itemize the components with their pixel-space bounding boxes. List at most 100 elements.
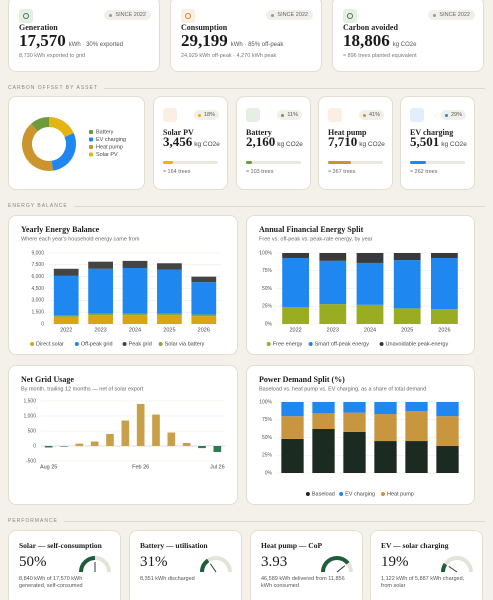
y-tick-label: 500: [28, 428, 37, 434]
legend-label: EV charging: [345, 491, 375, 497]
bar-segment: [431, 253, 458, 258]
kpi-value-row: 29,199 kWh · 85% off-peak: [181, 31, 283, 51]
bar-segment: [88, 315, 113, 324]
progress-fill: [163, 161, 173, 164]
bar: [75, 443, 84, 446]
asset-trees: ≈ 262 trees: [410, 169, 438, 175]
performance-card: Battery — utilisation 31% 8,351 kWh discha…: [129, 530, 242, 600]
legend-swatch: [89, 145, 93, 149]
asset-value: 3,456: [163, 134, 193, 149]
bar-segment: [53, 315, 79, 317]
chart-title: Power Demand Split (%): [259, 375, 345, 384]
y-tick-label: 25%: [262, 304, 273, 310]
legend-label: Free energy: [273, 341, 303, 347]
bar-segment: [281, 438, 304, 473]
asset-pct-badge: 29%: [440, 110, 466, 120]
kpi-sub: 24,929 kWh off-peak · 4,270 kWh peak: [181, 53, 277, 59]
asset-value: 7,710: [328, 134, 358, 149]
badge-dot: [444, 113, 448, 117]
kpi-card: SINCE 2022 Carbon avoided 18,806 kg CO2e ≈ 8…: [332, 0, 484, 72]
gauge-fill: [79, 556, 96, 573]
badge-dot: [271, 13, 275, 17]
y-tick-label: 1,500: [31, 309, 44, 315]
x-tick-label: 2023: [327, 327, 339, 333]
y-tick-label: 9,000: [31, 250, 44, 256]
section-title: ENERGY BALANCE: [8, 203, 68, 209]
progress-fill: [246, 161, 253, 164]
bar-segment: [157, 315, 182, 324]
performance-sub: 1,122 kWh of 5,887 kWh charged, from sol…: [381, 576, 465, 589]
badge-dot: [281, 113, 285, 117]
kpi-label: Carbon avoided: [343, 23, 398, 32]
progress-fill: [328, 161, 351, 164]
asset-icon: [410, 108, 424, 122]
progress-track: [246, 161, 301, 164]
legend-label: Heat pump: [387, 491, 414, 497]
badge: SINCE 2022: [428, 10, 475, 20]
section-header: ENERGY BALANCE: [8, 203, 485, 209]
kpi-value: 18,806: [343, 31, 390, 50]
progress-track: [328, 161, 383, 164]
chart-title: Yearly Energy Balance: [21, 225, 100, 234]
bar-segment: [282, 306, 309, 324]
y-tick-label: 0: [33, 443, 36, 449]
asset-value-row: 3,456 kg CO2e: [163, 134, 223, 149]
chart-title: Net Grid Usage: [21, 375, 74, 384]
bar: [136, 404, 145, 446]
icon-glyph: [23, 13, 29, 19]
asset-card: 29% EV charging 5,501 kg CO2e ≈ 262 trees: [400, 96, 475, 190]
legend-label: Battery: [96, 129, 114, 135]
bar-segment: [436, 446, 459, 473]
asset-card: 41% Heat pump 7,710 kg CO2e ≈ 367 trees: [318, 96, 393, 190]
bar-segment: [312, 402, 335, 414]
bar: [213, 446, 222, 452]
section-title: PERFORMANCE: [8, 518, 58, 524]
progress-fill: [410, 161, 426, 164]
asset-value-row: 7,710 kg CO2e: [328, 134, 388, 149]
gauge-fill: [441, 563, 448, 573]
chart-subtitle: Baseload vs. heat pump vs. EV charging, …: [259, 386, 426, 392]
asset-value-row: 2,160 kg CO2e: [246, 135, 306, 149]
y-tick-label: 1,000: [23, 413, 36, 419]
y-tick-label: 100%: [259, 399, 272, 405]
kpi-value-row: 18,806 kg CO2e: [343, 31, 416, 51]
performance-title: EV — solar charging: [381, 541, 449, 550]
y-tick-label: 100%: [259, 250, 272, 256]
y-tick-label: 6,000: [31, 274, 44, 280]
legend-swatch: [89, 137, 93, 142]
legend-label: Unavoidable peak-energy: [386, 341, 449, 347]
legend-swatch: [339, 492, 344, 496]
kpi-icon: [19, 9, 33, 23]
icon-glyph: [185, 13, 191, 19]
badge: SINCE 2022: [104, 10, 151, 20]
chart-subtitle: Where each year's household energy came …: [21, 236, 140, 242]
bar-segment: [157, 263, 182, 270]
chart-card: Yearly Energy Balance Where each year's h…: [8, 215, 238, 355]
badge-dot: [362, 113, 366, 117]
performance-sub: 8,351 kWh discharged: [140, 576, 195, 582]
section-header: CARBON OFFSET BY ASSET: [8, 85, 485, 91]
performance-card: EV — solar charging 19% 1,122 kWh of 5,887…: [370, 530, 483, 600]
kpi-value-row: 17,570 kWh · 30% exported: [19, 31, 123, 51]
section-rule: [103, 87, 485, 89]
badge-text: SINCE 2022: [277, 12, 308, 18]
bar-segment: [393, 260, 421, 309]
kpi-card: SINCE 2022 Generation 17,570 kWh · 30% expo…: [8, 0, 160, 72]
performance-title: Solar — self-consumption: [19, 541, 102, 550]
badge-dot: [197, 113, 201, 117]
badge-text: SINCE 2022: [115, 12, 146, 18]
badge: SINCE 2022: [266, 10, 313, 20]
performance-value: 19%: [381, 554, 409, 570]
bar-segment: [356, 304, 384, 324]
bar-segment: [343, 431, 366, 473]
bar-segment: [319, 304, 347, 324]
kpi-value: 29,199: [181, 31, 228, 50]
bar: [44, 446, 53, 448]
legend-label: Direct solar: [36, 341, 64, 347]
bar-segment: [191, 282, 217, 315]
legend-label: Solar PV: [96, 152, 118, 158]
kpi-icon: [181, 9, 195, 23]
performance-value: 50%: [19, 554, 47, 570]
x-tick-label: Aug 25: [40, 464, 57, 470]
legend-swatch: [305, 492, 310, 496]
